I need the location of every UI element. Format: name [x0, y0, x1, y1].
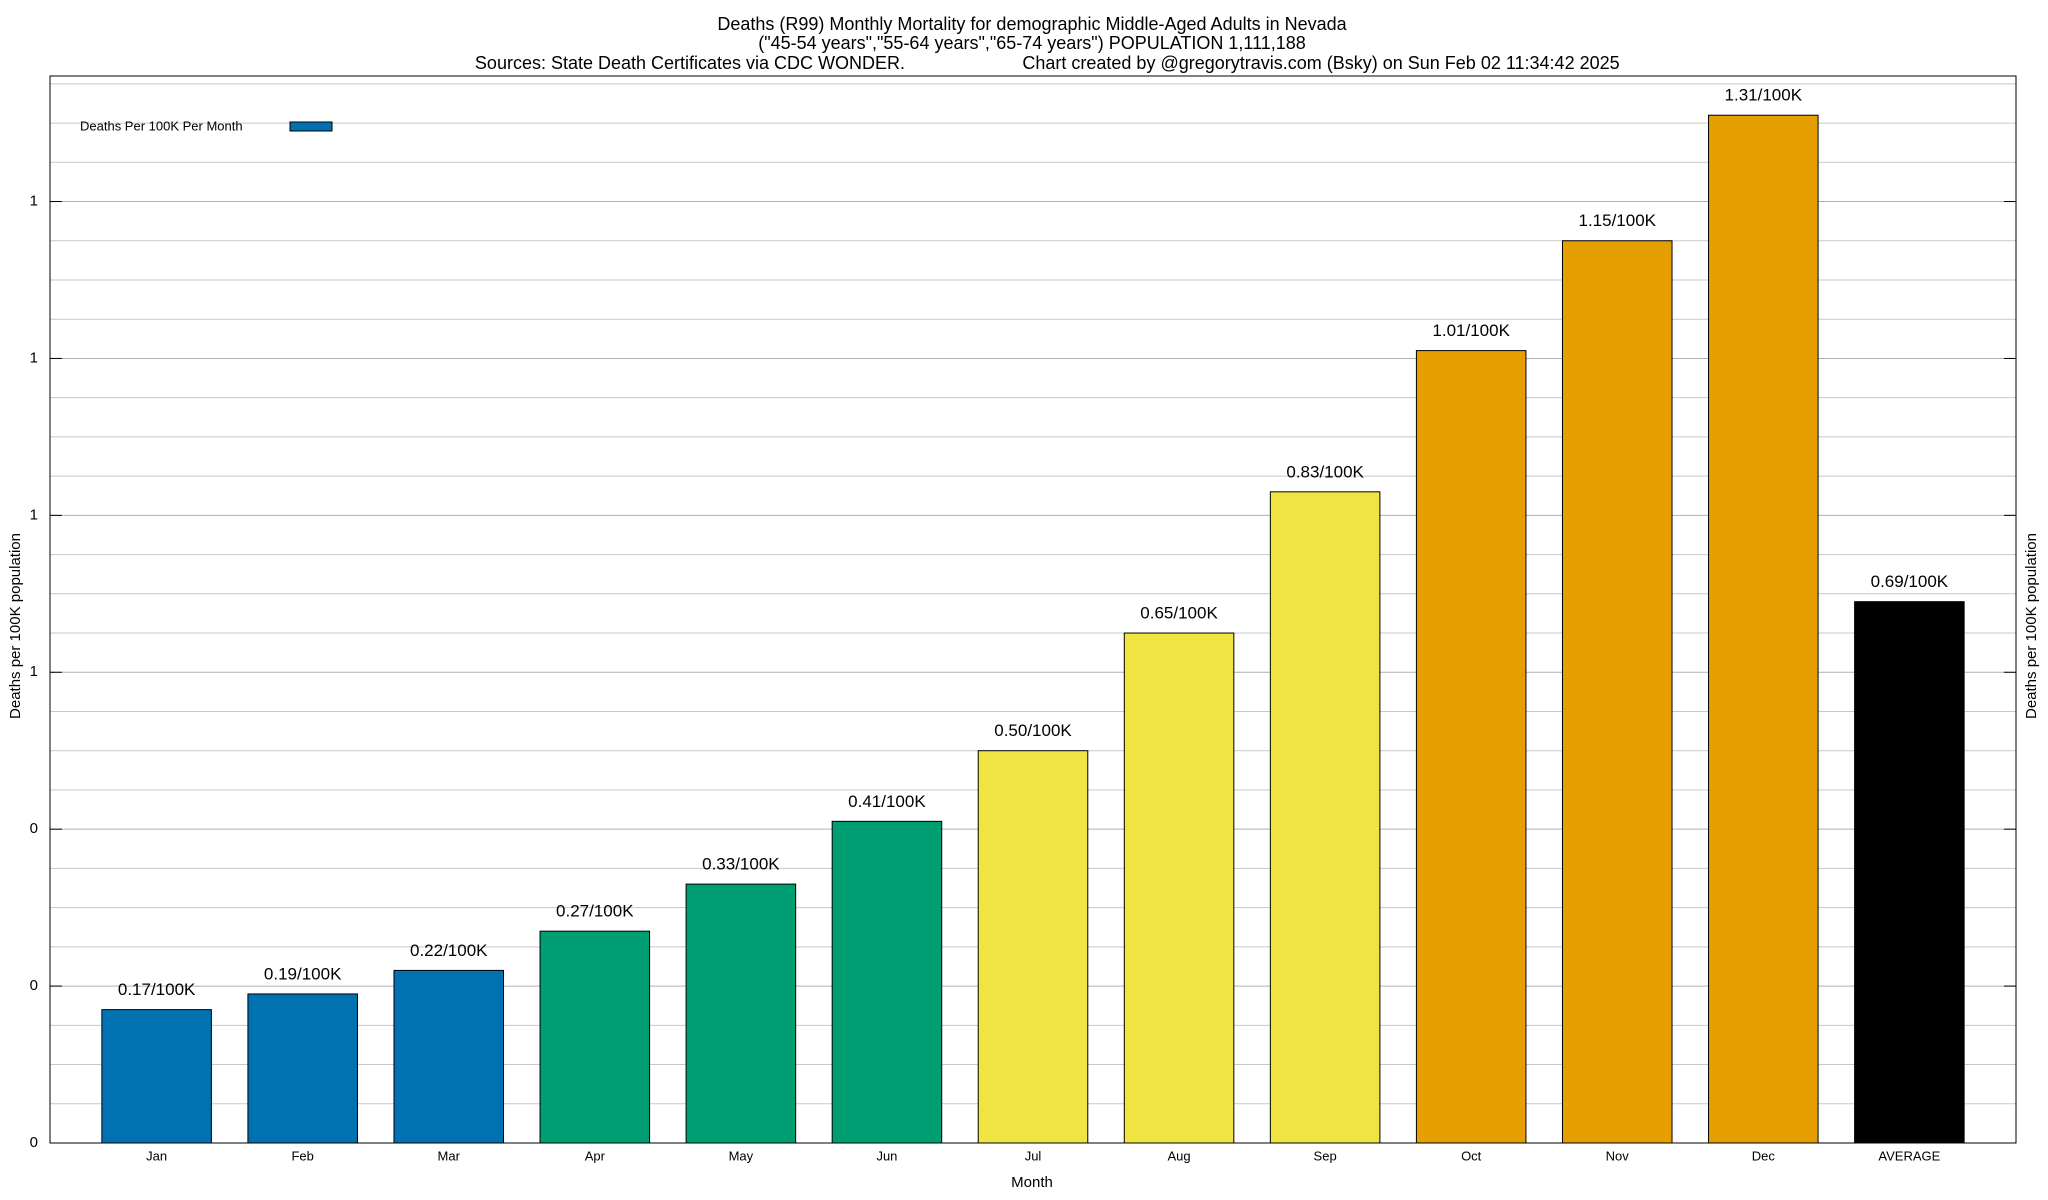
x-tick-label: Feb: [291, 1148, 313, 1163]
x-tick-label: Jun: [876, 1148, 897, 1163]
x-tick-label: Jul: [1025, 1148, 1042, 1163]
chart-title: Deaths (R99) Monthly Mortality for demog…: [717, 14, 1347, 34]
bar: [977, 750, 1089, 1144]
y-tick-label: 0: [30, 1134, 38, 1151]
value-label: 1.31/100K: [1725, 86, 1803, 105]
value-label: 0.50/100K: [994, 721, 1072, 740]
value-label: 0.41/100K: [848, 792, 926, 811]
y2-axis-label: Deaths per 100K population: [2023, 533, 2040, 719]
y-tick-label: 1: [30, 349, 38, 366]
y-tick-label: 0: [30, 977, 38, 994]
legend-swatch: [289, 121, 333, 132]
bar: [1708, 114, 1819, 1144]
bar: [393, 969, 505, 1144]
y-tick-label: 1: [30, 192, 38, 209]
bar: [685, 883, 797, 1144]
x-tick-label: Oct: [1461, 1148, 1482, 1163]
bar: [1269, 491, 1381, 1144]
bar: [1854, 601, 1965, 1144]
chart-credit: Chart created by @gregorytravis.com (Bsk…: [1022, 53, 1619, 73]
y-axis-label: Deaths per 100K population: [7, 533, 24, 719]
bar: [1561, 240, 1673, 1144]
bar: [1415, 350, 1527, 1144]
value-label: 0.17/100K: [118, 980, 196, 999]
value-label: 0.19/100K: [264, 964, 342, 983]
x-tick-label: Nov: [1606, 1148, 1630, 1163]
x-tick-label: May: [729, 1148, 754, 1163]
y-tick-label: 1: [30, 663, 38, 680]
legend-label: Deaths Per 100K Per Month: [80, 118, 243, 133]
bar: [539, 930, 651, 1144]
x-tick-label: AVERAGE: [1878, 1148, 1940, 1163]
bar: [101, 1009, 212, 1144]
value-label: 1.15/100K: [1578, 211, 1656, 230]
bar: [247, 993, 358, 1144]
x-tick-label: Aug: [1167, 1148, 1190, 1163]
x-tick-label: Dec: [1752, 1148, 1776, 1163]
bar: [831, 820, 943, 1144]
value-label: 0.33/100K: [702, 855, 780, 874]
value-label: 1.01/100K: [1432, 321, 1510, 340]
value-label: 0.65/100K: [1140, 604, 1218, 623]
x-tick-label: Sep: [1314, 1148, 1337, 1163]
value-label: 0.83/100K: [1286, 462, 1364, 481]
chart-subtitle: ("45-54 years","55-64 years","65-74 year…: [758, 33, 1306, 53]
value-label: 0.27/100K: [556, 902, 634, 921]
x-tick-label: Jan: [146, 1148, 167, 1163]
y-tick-label: 1: [30, 506, 38, 523]
x-axis-label: Month: [1011, 1174, 1053, 1191]
value-label: 0.69/100K: [1871, 572, 1949, 591]
x-tick-label: Apr: [585, 1148, 606, 1163]
value-label: 0.22/100K: [410, 941, 488, 960]
chart-source: Sources: State Death Certificates via CD…: [475, 53, 905, 73]
x-tick-label: Mar: [438, 1148, 461, 1163]
y-tick-label: 0: [30, 820, 38, 837]
bar: [1123, 632, 1235, 1144]
